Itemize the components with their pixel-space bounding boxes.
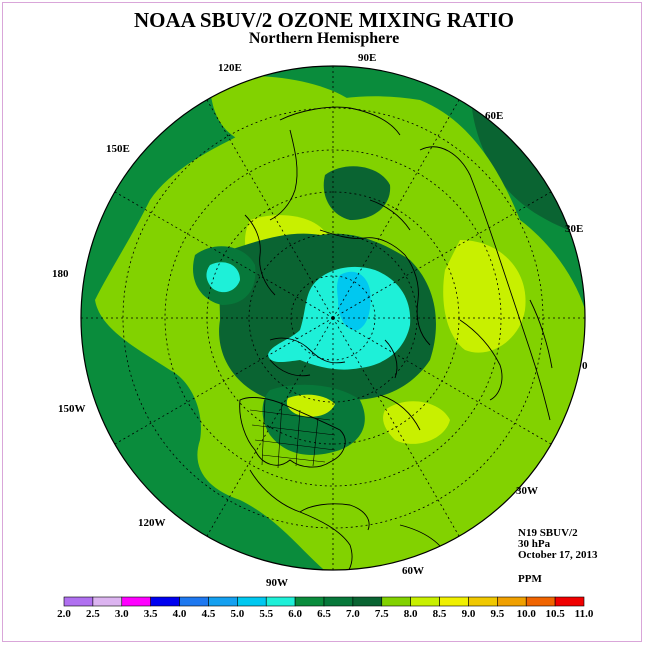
lon-label-30w: 30W [516,485,538,497]
map-boundary [80,65,586,571]
colorbar-tick-label: 2.0 [57,608,71,620]
colorbar-tick-label: 2.5 [86,608,100,620]
colorbar-tick-label: 9.5 [490,608,505,620]
colorbar-tick-label: 8.0 [403,608,418,620]
colorbar-tick-label: 11.0 [574,608,594,620]
colorbar-swatch [352,596,383,607]
ozone-region-5-0 [337,271,371,331]
lon-label-150w: 150W [58,403,86,415]
ozone-region-8-0-e [443,240,526,353]
colorbar-tick-label: 10.5 [545,608,565,620]
ozone-region-7-0-n [323,166,391,220]
ozone-region-5-5-w [206,262,240,293]
colorbar-swatch [92,596,123,607]
colorbar-swatch [121,596,151,607]
colorbar-tick-label: 6.5 [317,608,331,620]
figure-frame [2,2,642,642]
ozone-region-8-0-s [383,401,450,444]
colorbar-tick-label: 7.0 [346,608,360,620]
colorbar-tick-label: 9.0 [461,608,476,620]
lon-label-30e: 30E [565,223,584,235]
colorbar-tick-label: 3.0 [114,608,129,620]
colorbar-tick-label: 3.5 [143,608,158,620]
colorbar-swatch [208,596,238,607]
map-title: NOAA SBUV/2 OZONE MIXING RATIO [134,8,514,32]
lon-label-120e: 120E [218,62,242,74]
lon-label-60e: 60E [485,110,504,122]
lon-label-120w: 120W [138,517,166,529]
meridians [81,66,585,570]
lon-label-60w: 60W [402,565,424,577]
lon-label-150e: 150E [106,143,130,155]
ozone-region-7-5-n [210,76,350,140]
colorbar-swatch [525,596,556,607]
colorbar-tick-label: 6.0 [288,608,302,620]
ozone-field [81,66,585,570]
colorbar-tick-label: 10.0 [516,608,536,620]
colorbar-swatch [237,596,267,607]
colorbar [63,596,585,607]
colorbar-swatch [468,596,498,607]
colorbar-swatch [439,596,469,607]
info-date: October 17, 2013 [518,549,598,561]
info-satellite: N19 SBUV/2 [518,527,578,539]
colorbar-swatch [265,596,296,607]
colorbar-swatch [381,596,411,607]
colorbar-tick-label: 8.5 [432,608,447,620]
colorbar-swatch [497,596,527,607]
state-borders [249,399,336,469]
coastlines [239,106,553,570]
colorbar-tick-label: 7.5 [374,608,389,620]
lon-label-90w: 90W [266,577,288,589]
info-level: 30 hPa [518,538,551,550]
colorbar-tick-label: 4.5 [201,608,216,620]
map-subtitle: Northern Hemisphere [248,30,400,47]
colorbar-tick-label: 5.5 [259,608,274,620]
colorbar-swatch [63,596,94,607]
lon-label-0: 0 [582,360,588,372]
colorbar-swatch [179,596,209,607]
colorbar-swatch [323,596,354,607]
lon-label-180: 180 [52,268,69,280]
colorbar-swatch [410,596,440,607]
colorbar-swatch [294,596,325,607]
lon-label-90e: 90E [358,52,377,64]
colorbar-tick-label: 5.0 [230,608,245,620]
colorbar-swatch [150,596,180,607]
colorbar-tick-label: 4.0 [172,608,187,620]
info-units: PPM [518,573,542,585]
colorbar-swatch [554,596,585,607]
